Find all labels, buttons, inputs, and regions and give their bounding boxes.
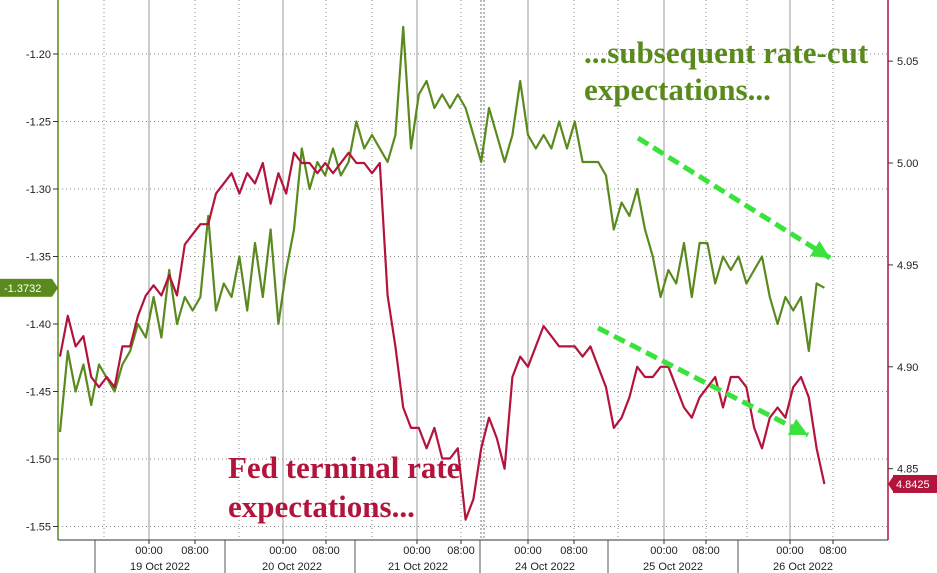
last-value-label-red: 4.8425 (896, 479, 930, 491)
x-date-label: 21 Oct 2022 (388, 561, 448, 573)
annotation-green-line2: expectations... (584, 72, 771, 107)
right-axis-ticks: 5.05 5.00 4.95 4.90 4.85 (888, 56, 918, 476)
gridlines (58, 0, 888, 540)
right-tick-label: 4.90 (897, 362, 918, 374)
x-time-label: 00:00 (269, 545, 297, 557)
trend-arrows (596, 135, 832, 438)
series-layer (58, 25, 826, 521)
left-tick-label: -1.20 (26, 49, 51, 61)
x-time-label: 00:00 (650, 545, 678, 557)
x-date-label: 24 Oct 2022 (515, 561, 575, 573)
arrow-red-head (787, 418, 808, 435)
x-axis-ticks: 00:00 08:00 00:00 08:00 00:00 08:00 00:00 08:00… (94, 540, 847, 573)
x-time-label: 08:00 (819, 545, 847, 557)
left-tick-label: -1.50 (26, 454, 51, 466)
right-tick-label: 4.85 (897, 464, 918, 476)
x-time-label: 08:00 (560, 545, 588, 557)
annotation-red-line1: Fed terminal rate (228, 450, 460, 485)
last-value-badge-red (893, 474, 937, 493)
arrow-red (596, 325, 810, 438)
left-axis-ticks: -1.20 -1.25 -1.30 -1.35 -1.40 -1.45 -1.50 -1.55 (26, 49, 58, 534)
arrow-green-head (809, 240, 830, 258)
x-time-label: 00:00 (403, 545, 431, 557)
x-time-label: 00:00 (776, 545, 804, 557)
annotation-red-line2: expectations... (228, 489, 415, 524)
x-date-label: 26 Oct 2022 (773, 561, 833, 573)
left-tick-label: -1.55 (26, 522, 51, 534)
right-tick-label: 5.00 (897, 158, 918, 170)
x-date-label: 20 Oct 2022 (262, 561, 322, 573)
x-time-label: 08:00 (312, 545, 340, 557)
axes (57, 0, 889, 541)
last-value-badge-green-tip (52, 278, 58, 297)
left-tick-label: -1.25 (26, 117, 51, 129)
series-line-green (58, 25, 825, 433)
left-tick-label: -1.45 (26, 387, 51, 399)
series-line-red (58, 151, 826, 521)
right-tick-label: 4.95 (897, 260, 918, 272)
last-value-label-green: -1.3732 (4, 283, 41, 295)
x-time-label: 00:00 (135, 545, 163, 557)
annotation-green-line1: ...subsequent rate-cut (584, 35, 869, 70)
last-value-badge-red-tip (888, 474, 894, 493)
x-date-label: 25 Oct 2022 (643, 561, 703, 573)
x-time-label: 08:00 (692, 545, 720, 557)
left-tick-label: -1.30 (26, 184, 51, 196)
right-tick-label: 5.05 (897, 56, 918, 68)
last-value-badge-green (0, 278, 52, 297)
left-tick-label: -1.40 (26, 319, 51, 331)
x-time-label: 00:00 (514, 545, 542, 557)
x-time-label: 08:00 (447, 545, 475, 557)
left-tick-label: -1.35 (26, 252, 51, 264)
last-value-badges: -1.3732 4.8425 (0, 278, 937, 493)
x-time-label: 08:00 (181, 545, 209, 557)
x-date-label: 19 Oct 2022 (130, 561, 190, 573)
arrow-green (636, 135, 832, 261)
